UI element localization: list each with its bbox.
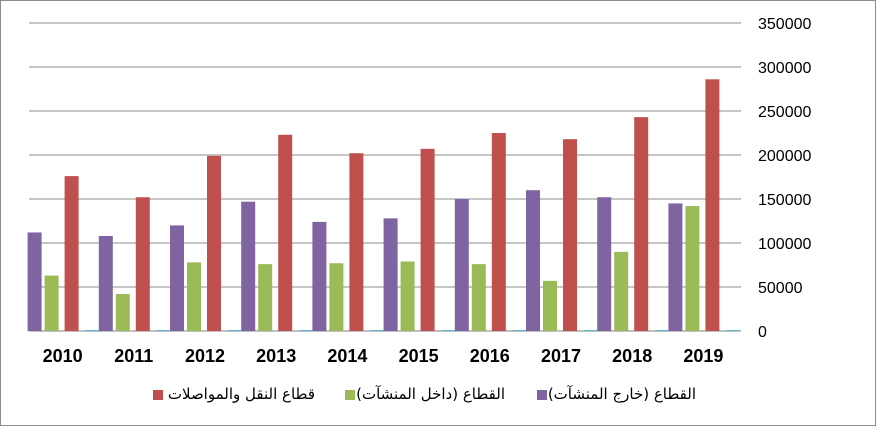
y-tick-label: 300000 — [758, 60, 811, 77]
bar-chart: 0 50000 100000 150000 200000 250000 300000 3500… — [27, 16, 811, 404]
y-tick-label: 250000 — [758, 104, 811, 121]
bar-4-2015 — [441, 330, 456, 332]
bar-2-2015 — [400, 261, 415, 331]
bar-4-2013 — [299, 330, 314, 332]
y-tick-label: 350000 — [758, 16, 811, 33]
bar-1-2013 — [241, 201, 256, 331]
bar-1-2016 — [454, 199, 469, 331]
bar-1-2014 — [312, 221, 327, 331]
y-tick-label: 50000 — [758, 280, 803, 297]
bar-4-2014 — [370, 330, 385, 332]
bar-2-2018 — [614, 251, 629, 331]
bar-3-2011 — [135, 197, 150, 331]
bar-2-2011 — [115, 294, 130, 331]
legend-swatch-3 — [153, 390, 163, 400]
legend-swatch-1 — [537, 390, 547, 400]
x-tick-label: 2012 — [185, 346, 225, 366]
bar-4-2012 — [228, 330, 242, 332]
x-tick-label: 2016 — [470, 346, 510, 366]
bar-3-2019 — [705, 79, 720, 331]
bar-4-2017 — [584, 330, 598, 332]
bar-2-2016 — [471, 264, 486, 331]
x-tick-label: 2018 — [612, 346, 652, 366]
bar-1-2019 — [668, 203, 683, 331]
y-tick-label: 0 — [758, 324, 767, 341]
bar-2-2014 — [329, 263, 344, 331]
bar-2-2013 — [258, 264, 273, 331]
bar-3-2014 — [349, 153, 364, 331]
x-tick-label: 2014 — [327, 346, 367, 366]
x-tick-label: 2010 — [43, 346, 83, 366]
legend-label-2: القطاع (داخل المنشآت) — [356, 385, 505, 403]
x-tick-label: 2013 — [256, 346, 296, 366]
bar-2-2017 — [543, 280, 557, 331]
bar-1-2011 — [98, 235, 113, 331]
legend-label-3: قطاع النقل والمواصلات — [168, 385, 315, 403]
y-tick-label: 100000 — [758, 236, 811, 253]
bar-1-2015 — [383, 218, 398, 331]
bar-3-2016 — [491, 133, 506, 331]
bar-2-2012 — [187, 262, 201, 331]
x-tick-label: 2019 — [683, 346, 723, 366]
bar-4-2010 — [85, 330, 100, 332]
bar-3-2012 — [207, 155, 221, 331]
bar-4-2011 — [156, 330, 171, 332]
chart-frame: 0 50000 100000 150000 200000 250000 300000 3500… — [0, 0, 876, 426]
bar-2-2019 — [685, 206, 700, 331]
bar-3-2017 — [563, 139, 577, 331]
bar-1-2012 — [170, 225, 184, 331]
bar-1-2010 — [27, 232, 42, 331]
bar-1-2018 — [597, 197, 612, 331]
bar-4-2016 — [512, 330, 527, 332]
bar-3-2010 — [64, 176, 79, 331]
y-tick-label: 200000 — [758, 148, 811, 165]
bar-4-2019 — [726, 330, 741, 332]
x-tick-label: 2015 — [399, 346, 439, 366]
y-tick-label: 150000 — [758, 192, 811, 209]
bar-2-2010 — [44, 275, 59, 331]
bar-3-2013 — [278, 134, 293, 331]
bar-3-2015 — [420, 148, 435, 331]
x-tick-label: 2011 — [114, 346, 153, 366]
bar-4-2018 — [655, 330, 670, 332]
legend-label-1: القطاع (خارج المنشآت) — [548, 385, 696, 404]
bar-3-2018 — [634, 117, 649, 331]
legend-swatch-2 — [345, 390, 355, 400]
bar-1-2017 — [526, 190, 540, 331]
x-tick-label: 2017 — [541, 346, 581, 366]
